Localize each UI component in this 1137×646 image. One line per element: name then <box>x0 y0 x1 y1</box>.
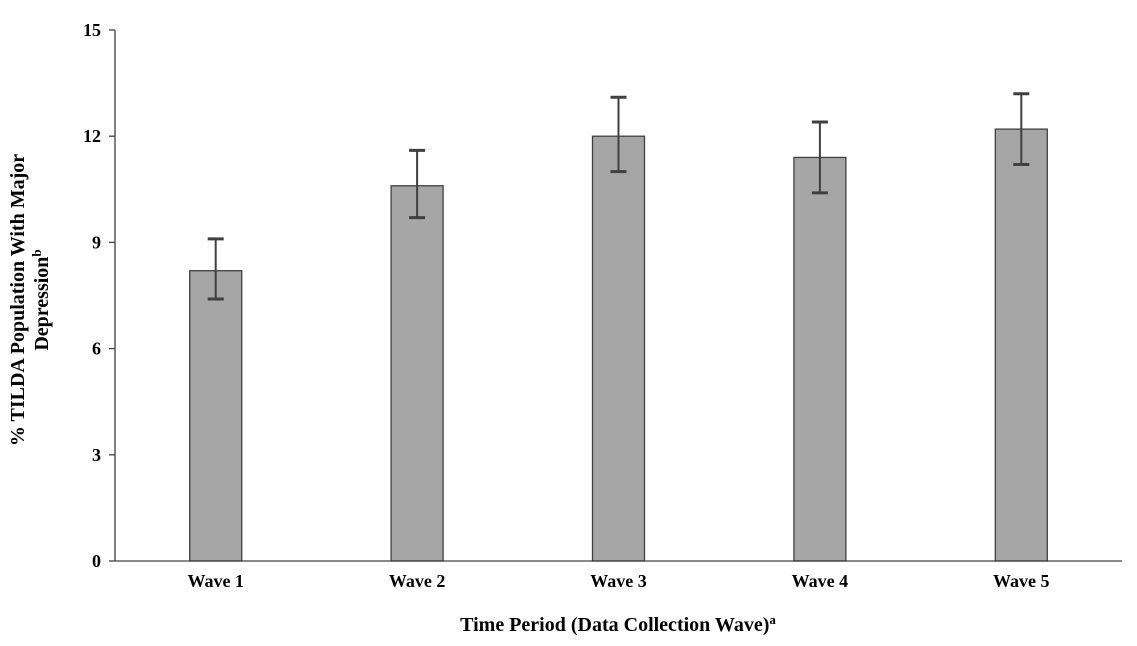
x-axis-title-superscript: a <box>769 612 776 627</box>
bar <box>994 128 1048 562</box>
bars-group <box>189 128 1048 562</box>
y-tick-label: 15 <box>83 20 101 40</box>
y-tick-label: 3 <box>92 445 101 465</box>
y-axis-title-superscript: b <box>29 249 44 256</box>
bar <box>390 185 444 562</box>
x-tick-label: Wave 2 <box>389 571 446 591</box>
y-axis-title-line-2: Depressionb <box>29 249 53 350</box>
x-tick-label: Wave 5 <box>993 571 1050 591</box>
x-tick-label: Wave 1 <box>187 571 244 591</box>
y-axis-ticks: 0 3 6 9 12 15 <box>83 20 115 571</box>
bar <box>793 156 847 562</box>
x-axis-tick-labels: Wave 1 Wave 2 Wave 3 Wave 4 Wave 5 <box>187 571 1049 591</box>
bar <box>189 270 243 562</box>
y-tick-label: 12 <box>83 126 101 146</box>
error-bars-group <box>207 92 1030 301</box>
x-axis-title: Time Period (Data Collection Wave)a <box>460 612 776 636</box>
y-axis-title: % TILDA Population With Major Depression… <box>7 154 53 446</box>
y-tick-label: 9 <box>92 232 101 252</box>
x-tick-label: Wave 3 <box>590 571 647 591</box>
y-axis-title-line-1: % TILDA Population With Major <box>7 154 29 446</box>
x-tick-label: Wave 4 <box>792 571 849 591</box>
y-tick-label: 6 <box>92 339 101 359</box>
y-tick-label: 0 <box>92 551 101 571</box>
bar <box>591 135 646 562</box>
